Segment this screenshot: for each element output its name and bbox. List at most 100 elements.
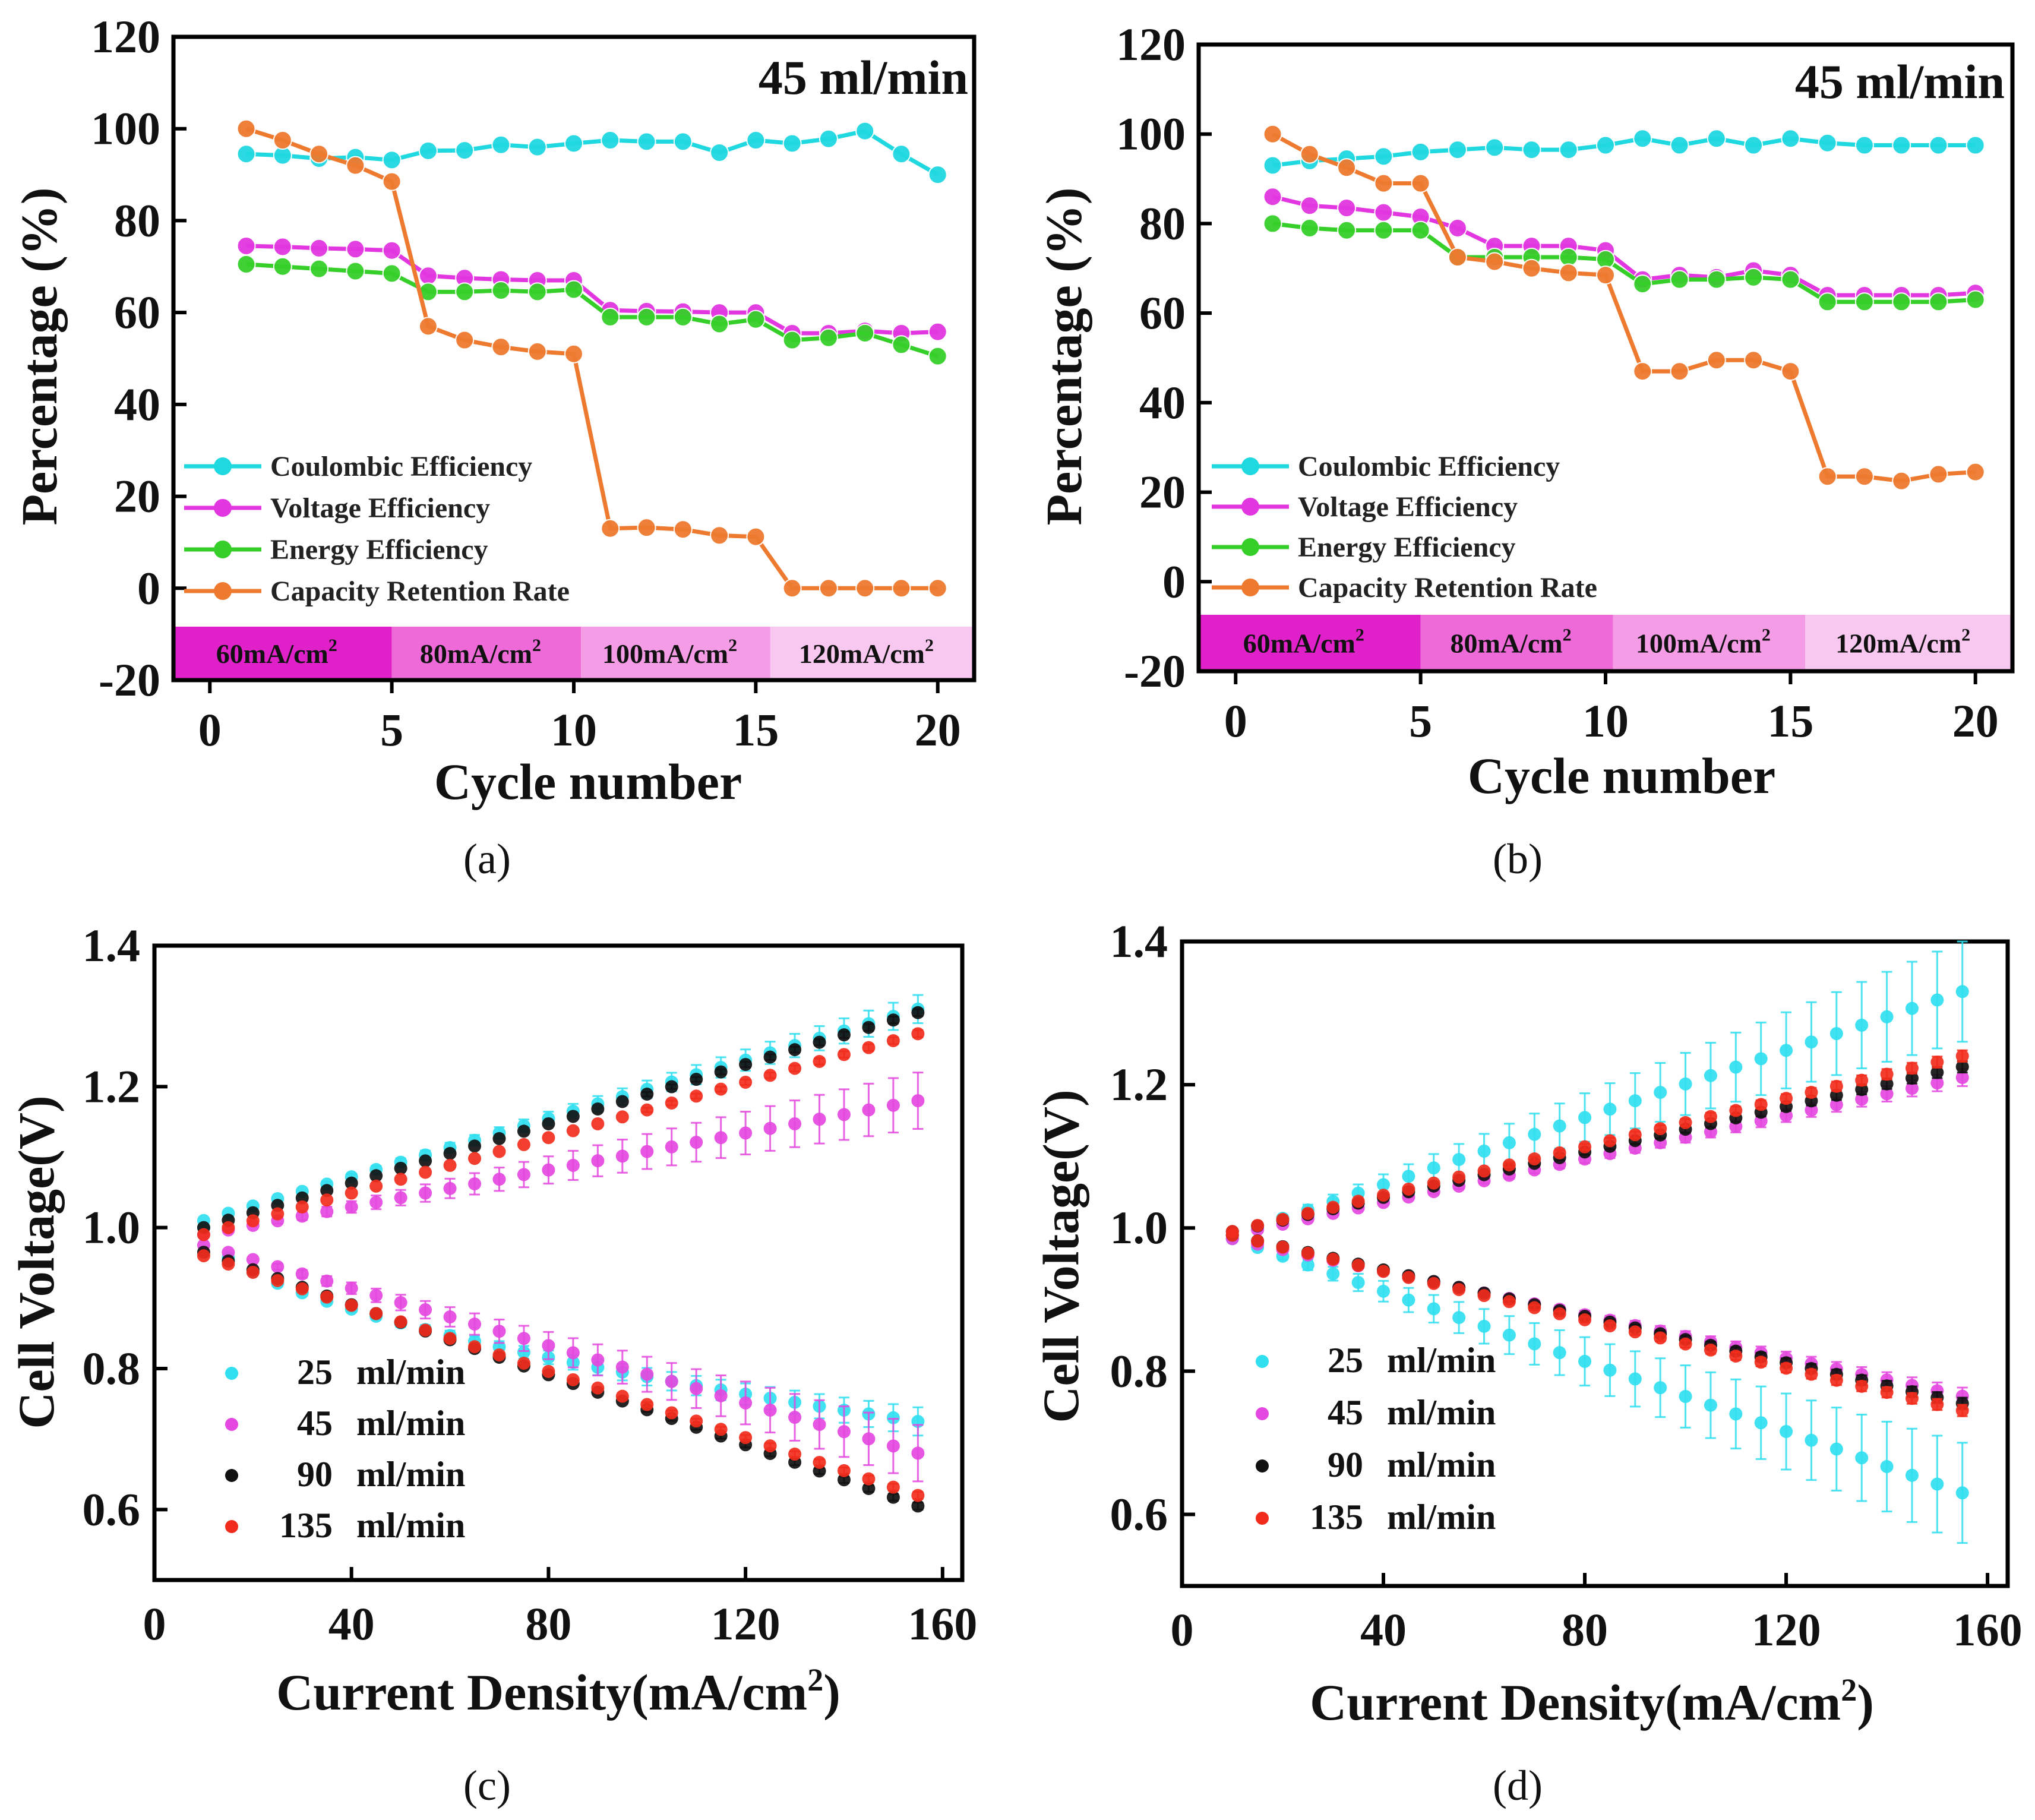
panel-a-point-coulombic-efficiency (418, 141, 438, 160)
panel-a-point-capacity-retention-rate (527, 342, 547, 361)
panel-c-point-45-discharge (320, 1274, 334, 1288)
panel-d-point-25-discharge (1955, 1486, 1969, 1500)
panel-d-point-135-charge (1326, 1200, 1340, 1214)
panel-c-point-90-charge (394, 1161, 407, 1175)
panel-c-point-45-charge (320, 1205, 334, 1218)
panel-a-point-capacity-retention-rate (673, 520, 693, 539)
panel-b-legend-marker-capacity-retention-rate (1241, 579, 1259, 596)
panel-d-point-135-discharge (1930, 1398, 1944, 1411)
panel-a-point-capacity-retention-rate (346, 156, 365, 175)
panel-d-point-25-charge (1578, 1111, 1592, 1124)
panel-a-legend-label-voltage-efficiency: Voltage Efficiency (270, 492, 490, 524)
panel-a-legend-label-coulombic-efficiency: Coulombic Efficiency (270, 451, 532, 482)
panel-a-ytick-120: 120 (91, 11, 160, 62)
panel-b-legend-marker-energy-efficiency (1241, 538, 1259, 556)
panel-a-band-label-sup-2: 2 (532, 636, 541, 655)
panel-c-legend-value-25: 25 (297, 1353, 333, 1392)
panel-c-point-45-discharge (246, 1253, 260, 1266)
panel-b-band-2 (1420, 615, 1613, 671)
panel-c-point-135-charge (714, 1082, 728, 1096)
panel-a-point-capacity-retention-rate (928, 579, 947, 598)
panel-d-point-45-charge (1905, 1082, 1919, 1095)
panel-c-point-135-discharge (862, 1472, 876, 1486)
panel-d-ylabel: Cell Voltage(V) (1032, 1089, 1089, 1423)
panel-a-point-coulombic-efficiency (819, 129, 838, 148)
panel-c-point-90-charge (345, 1176, 358, 1190)
panel-d-point-45-charge (1880, 1087, 1894, 1101)
panel-d-point-25-discharge (1880, 1460, 1894, 1474)
panel-c-xtick-80: 80 (525, 1598, 571, 1650)
panel-d-xtick-160: 160 (1953, 1604, 2023, 1655)
panel-d-point-135-charge (1402, 1182, 1415, 1196)
panel-a-point-energy-efficiency (673, 307, 693, 327)
panel-c-point-135-charge (566, 1124, 580, 1138)
panel-d-point-135-discharge (1528, 1301, 1541, 1315)
panel-a-legend-marker-capacity-retention-rate (214, 582, 232, 600)
panel-c-point-45-discharge (443, 1310, 457, 1324)
panel-c-point-90-charge (788, 1043, 802, 1057)
panel-c-point-135-charge (591, 1117, 605, 1130)
panel-d-point-25-charge (1880, 1010, 1894, 1023)
panel-d-point-135-discharge (1351, 1259, 1365, 1272)
panel-c-point-135-charge (443, 1158, 457, 1172)
panel-d-point-135-charge (1930, 1056, 1944, 1069)
panel-c-point-45-charge (837, 1108, 851, 1121)
panel-c-point-135-discharge (222, 1257, 235, 1271)
panel-d-xtick-120: 120 (1752, 1604, 1821, 1655)
panel-c-plot: 0.6 0.8 1.0 1.2 1.4 0 40 80 120 160 25 ml/min 45 ml/m… (83, 920, 978, 1650)
panel-c-point-135-charge (468, 1152, 482, 1165)
panel-c-point-135-discharge (542, 1364, 555, 1378)
panel-b-point-energy-efficiency (1337, 220, 1357, 240)
panel-b-point-coulombic-efficiency (1892, 135, 1911, 155)
panel-a-point-capacity-retention-rate (273, 131, 292, 150)
panel-d-point-135-discharge (1452, 1282, 1466, 1296)
panel-d-ytick-0-8: 0.8 (1110, 1345, 1168, 1396)
panel-d-point-135-charge (1654, 1122, 1667, 1136)
panel-d-point-25-discharge (1578, 1354, 1592, 1368)
panel-b-point-energy-efficiency (1300, 218, 1319, 238)
panel-d-point-135-discharge (1276, 1240, 1290, 1254)
panel-d-point-90-charge (1855, 1083, 1869, 1097)
panel-d-point-135-discharge (1855, 1379, 1869, 1393)
panel-b-point-coulombic-efficiency (1966, 135, 1985, 155)
panel-c-point-135-charge (862, 1041, 876, 1054)
panel-d-point-25-discharge (1452, 1311, 1466, 1325)
panel-d-point-25-charge (1654, 1085, 1667, 1099)
panel-a-point-capacity-retention-rate (782, 579, 802, 598)
panel-d-point-135-charge (1805, 1085, 1818, 1099)
panel-c-legend-marker-90 (225, 1469, 238, 1482)
panel-c-legend-value-135: 135 (279, 1506, 333, 1545)
panel-d-point-135-discharge (1225, 1228, 1239, 1242)
panel-c-point-45-charge (665, 1140, 678, 1154)
panel-a-band-1 (173, 627, 392, 680)
panel-c-point-90-charge (369, 1169, 383, 1183)
panel-b-legend-label-coulombic-efficiency: Coulombic Efficiency (1298, 451, 1560, 482)
panel-d-point-25-discharge (1628, 1372, 1642, 1386)
panel-c-point-45-charge (369, 1196, 383, 1209)
panel-c-ylabel: Cell Voltage(V) (8, 1095, 65, 1429)
panel-d-xlabel-close: ) (1857, 1674, 1874, 1731)
panel-b-point-energy-efficiency (1781, 270, 1800, 289)
panel-d-point-135-discharge (1603, 1319, 1617, 1333)
panel-b-band-label-2: 80mA/cm2 (1451, 625, 1572, 659)
panel-c-point-45-charge (492, 1173, 506, 1186)
panel-a-point-capacity-retention-rate (236, 119, 256, 138)
panel-c-point-135-charge (886, 1034, 900, 1047)
panel-a-point-voltage-efficiency (418, 266, 438, 286)
panel-a-point-coulombic-efficiency (710, 143, 729, 162)
panel-a-point-coulombic-efficiency (928, 165, 947, 185)
panel-d-point-135-discharge (1829, 1373, 1843, 1387)
panel-c-point-135-discharge (591, 1381, 605, 1395)
panel-b-point-coulombic-efficiency (1559, 140, 1578, 160)
panel-c-point-135-charge (345, 1186, 358, 1200)
panel-a-band-label-sup-4: 2 (925, 636, 934, 655)
panel-c-ytick-1-2: 1.2 (83, 1060, 141, 1112)
panel-d-point-135-charge (1905, 1061, 1919, 1075)
panel-c-ytick-0-6: 0.6 (83, 1483, 141, 1535)
panel-b-point-energy-efficiency (1966, 290, 1985, 309)
panel-c-point-45-discharge (419, 1303, 432, 1316)
panel-c-xtick-40: 40 (328, 1598, 375, 1650)
panel-a-point-capacity-retention-rate (637, 518, 656, 538)
panel-c-point-135-discharge (837, 1464, 851, 1477)
panel-b-plot: 60mA/cm2 80mA/cm2 100mA/cm2 120mA/cm2-20020… (1116, 18, 2015, 747)
